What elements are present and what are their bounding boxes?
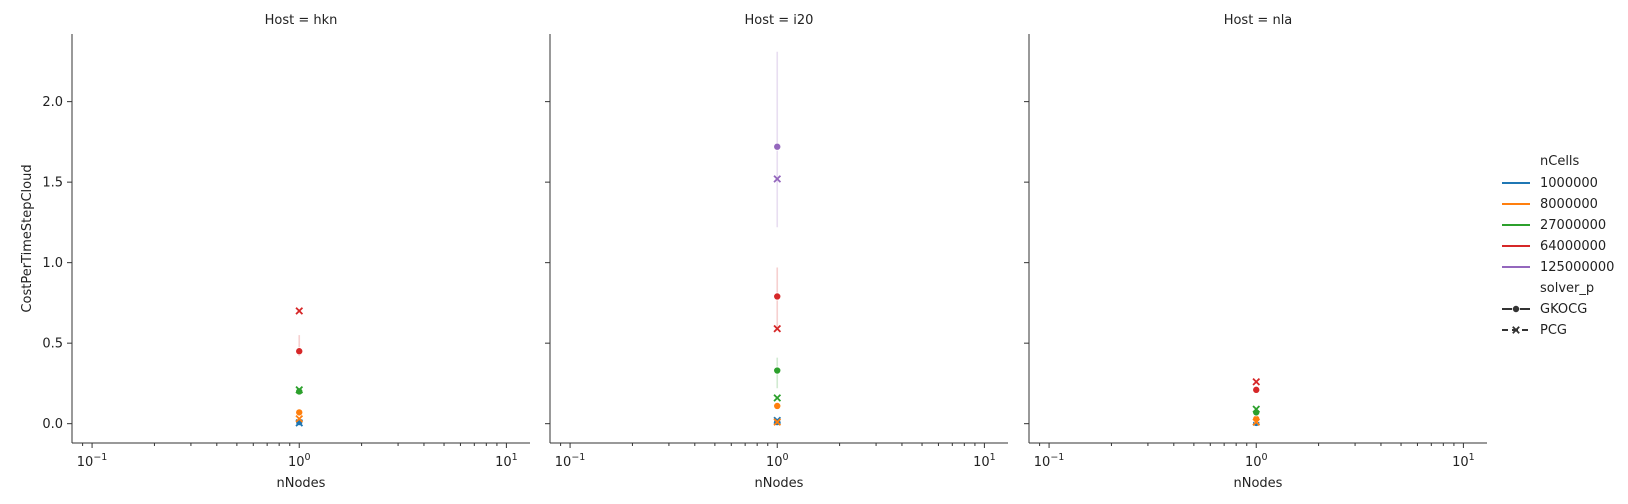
- legend-item-pcg: PCG: [1502, 323, 1567, 338]
- x-tick-label: 100: [766, 452, 789, 470]
- data-point-64000000-pcg: [295, 307, 304, 315]
- legend-label: 27000000: [1540, 218, 1606, 233]
- legend: nCells 1000000 8000000 27000000 64000000 1250…: [1502, 154, 1614, 338]
- x-axis-label: nNodes: [1234, 476, 1283, 491]
- data-point-27000000-gkocg: [295, 387, 304, 396]
- legend-item-27000000: 27000000: [1502, 218, 1606, 233]
- x-tick-label: 10−1: [77, 452, 108, 470]
- y-tick-label: 0.0: [42, 417, 63, 432]
- legend-item-125000000: 125000000: [1502, 260, 1614, 275]
- facet-panel-2: Host = i20 10−1 100 101 nNodes: [545, 13, 1008, 491]
- y-axis-label: CostPerTimeStepCloud: [20, 164, 35, 312]
- y-tick-label: 1.5: [42, 176, 63, 191]
- x-tick-label: 101: [1452, 452, 1475, 470]
- legend-label: 1000000: [1540, 176, 1598, 191]
- data-point-8000000-pcg-stroke-b: [1252, 418, 1261, 426]
- data-point-64000000-gkocg: [773, 292, 782, 301]
- legend-item-8000000: 8000000: [1502, 197, 1598, 212]
- data-point-27000000-pcg-stroke-b: [1252, 405, 1261, 414]
- legend-hue-title: nCells: [1540, 154, 1580, 169]
- data-point-8000000-pcg-stroke-b: [773, 418, 782, 426]
- facet-panel-1: Host = hkn 0.0 0.5 1.0 1.5 2.0 10−1 100 101 nNode…: [42, 13, 530, 491]
- data-point-1000000-pcg-stroke-b: [773, 416, 782, 425]
- data-point-27000000-pcg-stroke-b: [773, 394, 782, 402]
- legend-label: PCG: [1540, 323, 1567, 338]
- legend-item-1000000: 1000000: [1502, 176, 1598, 191]
- x-tick-label: 100: [1245, 452, 1268, 470]
- x-tick-label: 10−1: [555, 452, 586, 470]
- x-tick-label: 101: [973, 452, 996, 470]
- x-tick-label: 101: [495, 452, 518, 470]
- data-point-27000000-pcg: [1252, 405, 1261, 414]
- data-point-125000000-pcg-stroke-b: [773, 175, 782, 183]
- data-point-27000000-pcg: [773, 394, 782, 402]
- y-tick-label: 0.5: [42, 337, 63, 352]
- data-point-8000000-gkocg: [773, 401, 782, 410]
- legend-marker-x: [1512, 326, 1520, 334]
- data-point-27000000-pcg-stroke-b: [295, 386, 304, 394]
- facet-panel-3: Host = nla 10−1 100 101 nNodes: [1024, 13, 1487, 491]
- x-axis-label: nNodes: [277, 476, 326, 491]
- x-axis-label: nNodes: [755, 476, 804, 491]
- data-point-1000000-pcg: [773, 416, 782, 425]
- y-tick-label: 1.0: [42, 256, 63, 271]
- panel-title: Host = nla: [1224, 13, 1293, 28]
- legend-item-64000000: 64000000: [1502, 239, 1606, 254]
- data-point-8000000-pcg: [295, 415, 304, 423]
- data-point-125000000-pcg: [773, 175, 782, 183]
- data-point-27000000-pcg: [295, 386, 304, 394]
- panel-title: Host = i20: [745, 13, 814, 28]
- legend-marker-x-stroke-b: [1512, 326, 1520, 334]
- data-point-125000000-gkocg: [773, 142, 782, 151]
- panel-title: Host = hkn: [265, 13, 338, 28]
- legend-style-title: solver_p: [1540, 281, 1594, 296]
- legend-label: GKOCG: [1540, 302, 1587, 317]
- y-tick-label: 2.0: [42, 95, 63, 110]
- data-point-27000000-gkocg: [773, 366, 782, 375]
- data-point-64000000-gkocg: [295, 347, 304, 356]
- data-point-64000000-pcg-stroke-b: [773, 324, 782, 333]
- data-point-64000000-pcg-stroke-b: [1252, 377, 1261, 386]
- data-point-64000000-pcg: [1252, 377, 1261, 386]
- data-point-8000000-pcg: [1252, 418, 1261, 426]
- legend-label: 64000000: [1540, 239, 1606, 254]
- legend-item-gkocg: GKOCG: [1502, 302, 1587, 317]
- x-tick-label: 100: [288, 452, 311, 470]
- legend-label: 8000000: [1540, 197, 1598, 212]
- data-point-64000000-gkocg: [1252, 385, 1261, 394]
- data-point-8000000-pcg-stroke-b: [295, 415, 304, 423]
- data-point-8000000-pcg: [773, 418, 782, 426]
- legend-label: 125000000: [1540, 260, 1614, 275]
- x-tick-label: 10−1: [1034, 452, 1065, 470]
- data-point-64000000-pcg: [773, 324, 782, 333]
- data-point-8000000-gkocg: [295, 408, 304, 417]
- data-point-64000000-pcg-stroke-b: [295, 307, 304, 315]
- legend-marker-circle: [1512, 304, 1521, 313]
